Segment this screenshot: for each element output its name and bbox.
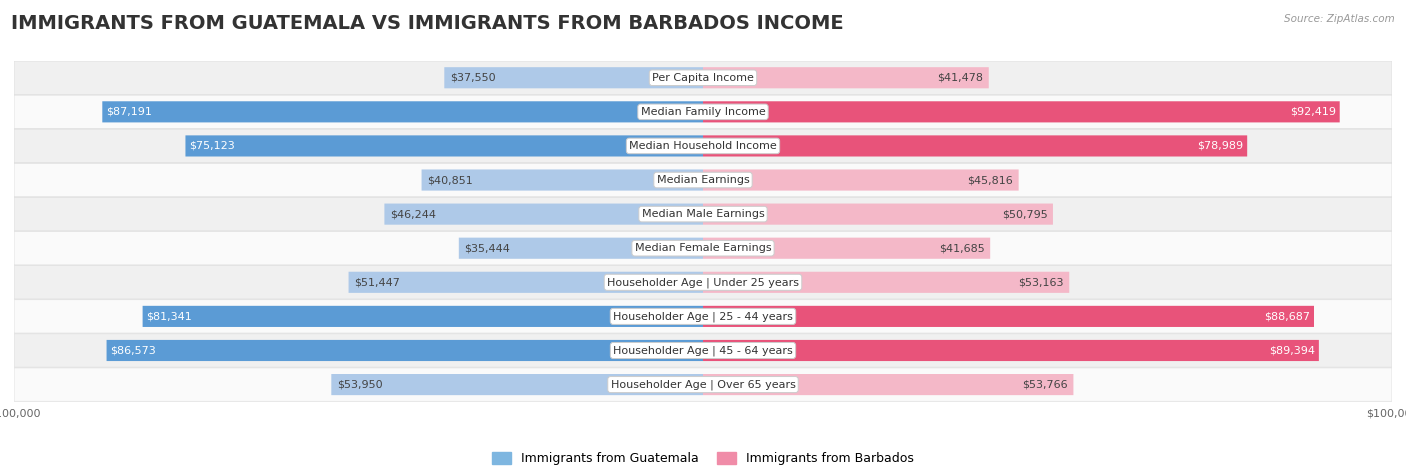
Text: $53,950: $53,950 [337, 380, 382, 389]
Text: $53,163: $53,163 [1018, 277, 1064, 287]
FancyBboxPatch shape [458, 238, 703, 259]
Text: $89,394: $89,394 [1270, 346, 1316, 355]
FancyBboxPatch shape [703, 340, 1319, 361]
Text: $78,989: $78,989 [1198, 141, 1244, 151]
FancyBboxPatch shape [703, 101, 1340, 122]
Text: $81,341: $81,341 [146, 311, 191, 321]
Text: $92,419: $92,419 [1291, 107, 1336, 117]
FancyBboxPatch shape [103, 101, 703, 122]
FancyBboxPatch shape [14, 198, 1392, 231]
Text: Median Male Earnings: Median Male Earnings [641, 209, 765, 219]
Text: IMMIGRANTS FROM GUATEMALA VS IMMIGRANTS FROM BARBADOS INCOME: IMMIGRANTS FROM GUATEMALA VS IMMIGRANTS … [11, 14, 844, 33]
FancyBboxPatch shape [14, 334, 1392, 367]
Text: $50,795: $50,795 [1001, 209, 1047, 219]
FancyBboxPatch shape [107, 340, 703, 361]
Text: Householder Age | 25 - 44 years: Householder Age | 25 - 44 years [613, 311, 793, 322]
FancyBboxPatch shape [444, 67, 703, 88]
Text: $88,687: $88,687 [1264, 311, 1310, 321]
Text: $75,123: $75,123 [188, 141, 235, 151]
FancyBboxPatch shape [384, 204, 703, 225]
FancyBboxPatch shape [349, 272, 703, 293]
Text: Median Female Earnings: Median Female Earnings [634, 243, 772, 253]
Text: $41,478: $41,478 [938, 73, 983, 83]
Text: Median Family Income: Median Family Income [641, 107, 765, 117]
FancyBboxPatch shape [703, 306, 1315, 327]
Text: Median Household Income: Median Household Income [628, 141, 778, 151]
Text: Householder Age | 45 - 64 years: Householder Age | 45 - 64 years [613, 345, 793, 356]
Text: Per Capita Income: Per Capita Income [652, 73, 754, 83]
FancyBboxPatch shape [186, 135, 703, 156]
FancyBboxPatch shape [14, 232, 1392, 265]
Text: Median Earnings: Median Earnings [657, 175, 749, 185]
Text: $35,444: $35,444 [464, 243, 510, 253]
FancyBboxPatch shape [703, 374, 1073, 395]
Text: $87,191: $87,191 [105, 107, 152, 117]
FancyBboxPatch shape [703, 135, 1247, 156]
Text: $37,550: $37,550 [450, 73, 495, 83]
Text: $45,816: $45,816 [967, 175, 1014, 185]
Text: $46,244: $46,244 [389, 209, 436, 219]
Text: $86,573: $86,573 [110, 346, 156, 355]
FancyBboxPatch shape [703, 272, 1069, 293]
FancyBboxPatch shape [703, 170, 1018, 191]
FancyBboxPatch shape [703, 238, 990, 259]
Text: $40,851: $40,851 [427, 175, 472, 185]
FancyBboxPatch shape [14, 61, 1392, 94]
Text: $53,766: $53,766 [1022, 380, 1069, 389]
FancyBboxPatch shape [14, 129, 1392, 163]
Text: Householder Age | Under 25 years: Householder Age | Under 25 years [607, 277, 799, 288]
FancyBboxPatch shape [14, 300, 1392, 333]
Text: Source: ZipAtlas.com: Source: ZipAtlas.com [1284, 14, 1395, 24]
FancyBboxPatch shape [14, 163, 1392, 197]
FancyBboxPatch shape [703, 204, 1053, 225]
Text: $51,447: $51,447 [354, 277, 399, 287]
FancyBboxPatch shape [142, 306, 703, 327]
FancyBboxPatch shape [14, 368, 1392, 401]
FancyBboxPatch shape [14, 266, 1392, 299]
FancyBboxPatch shape [14, 95, 1392, 128]
FancyBboxPatch shape [703, 67, 988, 88]
Text: Householder Age | Over 65 years: Householder Age | Over 65 years [610, 379, 796, 390]
Text: $41,685: $41,685 [939, 243, 984, 253]
FancyBboxPatch shape [332, 374, 703, 395]
Legend: Immigrants from Guatemala, Immigrants from Barbados: Immigrants from Guatemala, Immigrants fr… [486, 447, 920, 467]
FancyBboxPatch shape [422, 170, 703, 191]
